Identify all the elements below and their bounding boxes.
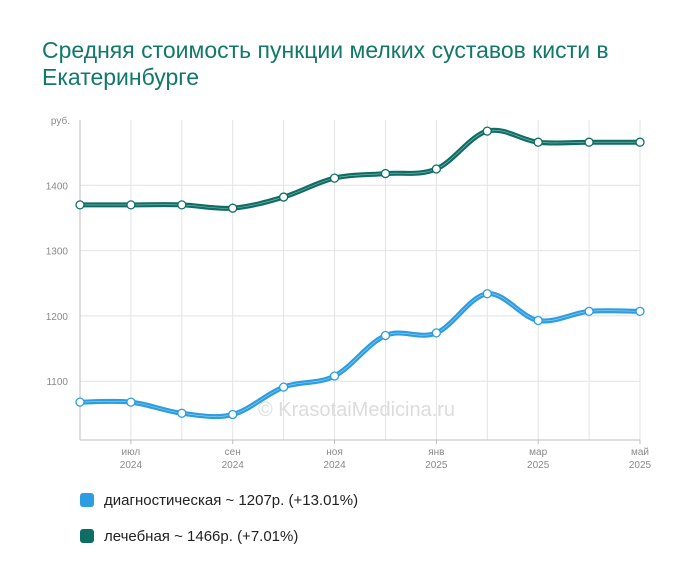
x-tick-label-month: ноя xyxy=(326,447,343,458)
chart-points xyxy=(75,126,645,420)
x-tick-label-year: 2025 xyxy=(425,460,448,471)
data-point-therapeutic xyxy=(75,200,85,210)
data-point-therapeutic xyxy=(431,164,442,174)
y-tick-label: 1300 xyxy=(46,247,69,258)
x-tick-label-month: сен xyxy=(225,447,241,458)
data-point-diagnostic xyxy=(533,315,543,326)
legend-swatch-therapeutic xyxy=(80,529,94,543)
legend-item-therapeutic[interactable]: лечебная ~ 1466р. (+7.01%) xyxy=(80,526,358,546)
chart-axes: 1100 1200 1300 1400 руб. июл 2024 сен 2024 ноя 202… xyxy=(46,115,652,471)
data-point-therapeutic xyxy=(380,168,391,179)
data-point-diagnostic xyxy=(228,409,238,420)
x-tick-label-month: май xyxy=(631,447,649,458)
y-tick-label: 1200 xyxy=(46,312,69,323)
data-point-diagnostic xyxy=(75,397,85,407)
x-tick-label-year: 2025 xyxy=(629,460,652,471)
legend-label-diagnostic: диагностическая ~ 1207р. (+13.01%) xyxy=(104,491,359,509)
data-point-therapeutic xyxy=(126,200,136,210)
y-tick-label: 1100 xyxy=(46,377,68,388)
data-point-diagnostic xyxy=(177,408,187,418)
data-point-therapeutic xyxy=(278,192,289,202)
legend-item-diagnostic[interactable]: диагностическая ~ 1207р. (+13.01%) xyxy=(80,490,358,510)
data-point-diagnostic xyxy=(431,328,442,338)
data-point-therapeutic xyxy=(533,137,543,147)
legend-swatch-diagnostic xyxy=(80,493,94,507)
data-point-therapeutic xyxy=(177,200,187,210)
watermark: © KrasotaiMedicina.ru xyxy=(258,399,455,421)
data-point-diagnostic xyxy=(329,371,340,381)
data-point-therapeutic xyxy=(329,173,340,183)
x-tick-label-month: июл xyxy=(122,447,141,458)
chart-legend: диагностическая ~ 1207р. (+13.01%) лечеб… xyxy=(80,490,358,562)
data-point-diagnostic xyxy=(126,397,136,407)
x-tick-label-month: янв xyxy=(428,447,444,458)
x-tick-label-year: 2024 xyxy=(222,460,245,471)
x-tick-label-year: 2024 xyxy=(120,460,143,471)
chart-grid xyxy=(79,120,641,440)
data-point-therapeutic xyxy=(584,137,594,147)
data-point-therapeutic xyxy=(482,126,492,136)
y-tick-label: 1400 xyxy=(46,181,69,192)
x-tick-label-month: мар xyxy=(529,447,547,458)
legend-label-therapeutic: лечебная ~ 1466р. (+7.01%) xyxy=(104,527,299,545)
x-tick-label-year: 2025 xyxy=(527,460,550,471)
data-point-therapeutic xyxy=(228,203,238,213)
data-point-diagnostic xyxy=(635,306,645,316)
chart-series xyxy=(77,127,643,420)
chart-title: Средняя стоимость пункции мелких суставо… xyxy=(42,37,609,90)
data-point-diagnostic xyxy=(380,330,391,341)
data-point-diagnostic xyxy=(278,382,289,392)
series-line-therapeutic xyxy=(77,127,643,211)
data-point-diagnostic xyxy=(482,289,492,299)
x-tick-label-year: 2024 xyxy=(323,460,346,471)
data-point-diagnostic xyxy=(584,306,594,316)
data-point-therapeutic xyxy=(635,137,645,147)
y-unit-label: руб. xyxy=(51,115,70,127)
